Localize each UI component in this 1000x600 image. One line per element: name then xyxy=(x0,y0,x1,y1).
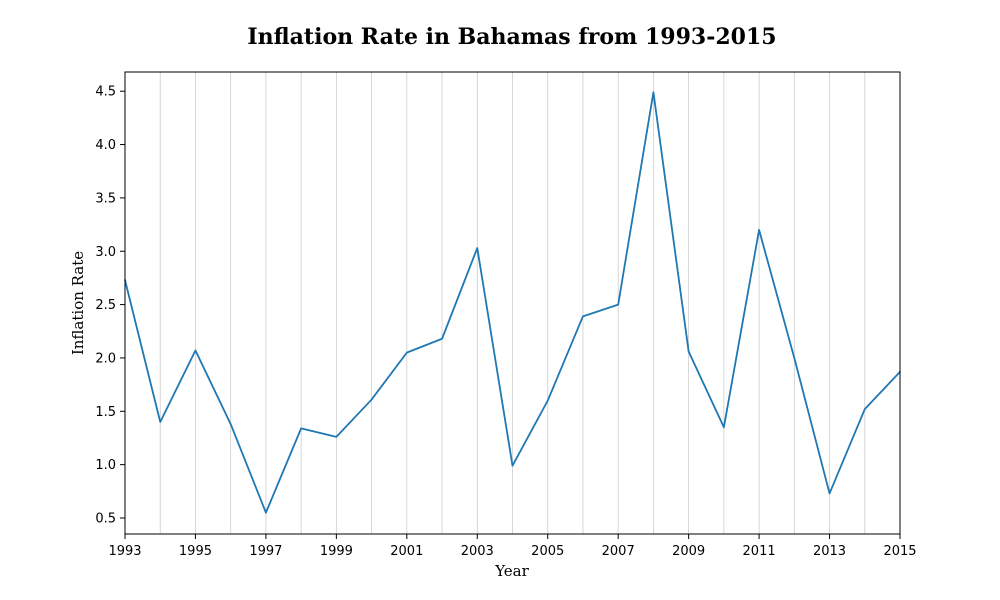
x-tick-label: 1997 xyxy=(249,544,282,559)
x-axis-label: Year xyxy=(494,562,529,580)
x-tick-label: 2015 xyxy=(883,544,916,559)
y-tick-label: 2.0 xyxy=(95,351,116,366)
chart-title: Inflation Rate in Bahamas from 1993-2015 xyxy=(247,24,776,50)
plot-area xyxy=(124,71,901,535)
x-tick-label: 2003 xyxy=(461,544,494,559)
x-tick-label: 2005 xyxy=(531,544,564,559)
y-tick-label: 3.0 xyxy=(95,245,116,260)
y-axis-label: Inflation Rate xyxy=(69,251,87,355)
x-tick-label: 2011 xyxy=(743,544,776,559)
x-tick-label: 2001 xyxy=(390,544,423,559)
series-line xyxy=(124,91,901,514)
y-tick-label: 3.5 xyxy=(95,191,116,206)
x-tick-label: 2007 xyxy=(602,544,635,559)
x-tick-label: 1999 xyxy=(320,544,353,559)
x-tick-label: 1995 xyxy=(179,544,212,559)
y-tick-label: 1.0 xyxy=(95,458,116,473)
x-tick-label: 2013 xyxy=(813,544,846,559)
y-tick-label: 4.5 xyxy=(95,85,116,100)
x-tick-label: 1993 xyxy=(108,544,141,559)
series-layer xyxy=(124,91,901,514)
y-tick-label: 2.5 xyxy=(95,298,116,313)
y-tick-label: 1.5 xyxy=(95,405,116,420)
y-tick-label: 0.5 xyxy=(95,511,116,526)
y-axis-ticks: 0.5 1.0 1.5 2.0 2.5 3.0 3.5 4.0 4.5 xyxy=(95,85,125,526)
x-axis-ticks: 1993 1995 1997 1999 2001 2003 2005 2007 2009 2011… xyxy=(108,534,917,559)
x-tick-label: 2009 xyxy=(672,544,705,559)
y-tick-label: 4.0 xyxy=(95,138,116,153)
